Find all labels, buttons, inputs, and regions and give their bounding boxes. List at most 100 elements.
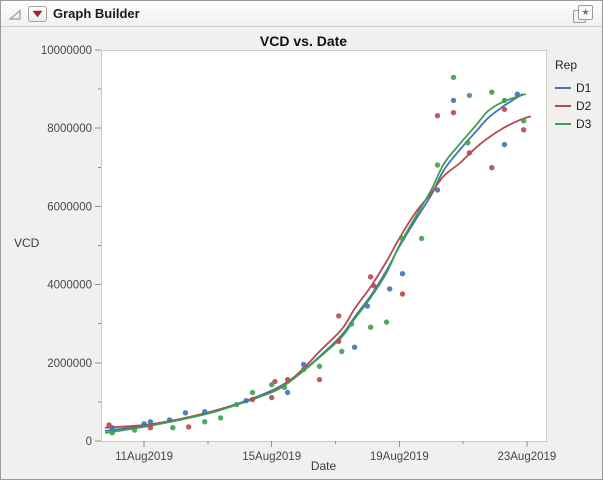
data-point-D2[interactable] <box>521 127 527 133</box>
points-D1 <box>109 91 520 431</box>
data-point-D3[interactable] <box>367 324 374 330</box>
data-point-D1[interactable] <box>300 361 307 368</box>
data-point-D2[interactable] <box>371 283 377 289</box>
scatter-points <box>106 74 527 436</box>
data-point-D2[interactable] <box>466 150 473 156</box>
x-tick-label: 15Aug2019 <box>242 451 301 463</box>
data-point-D1[interactable] <box>364 303 371 309</box>
data-point-D3[interactable] <box>170 425 176 431</box>
data-point-D3[interactable] <box>489 89 495 95</box>
data-point-D2[interactable] <box>316 376 323 383</box>
legend-line-D3 <box>555 123 571 125</box>
window-title: Graph Builder <box>53 6 140 21</box>
data-point-D1[interactable] <box>450 97 457 104</box>
red-triangle-menu-button[interactable] <box>28 5 47 22</box>
data-point-D1[interactable] <box>434 187 441 193</box>
data-point-D1[interactable] <box>351 344 358 350</box>
combine-windows-icon[interactable]: ★ <box>571 4 595 23</box>
y-axis-label: VCD <box>14 236 40 250</box>
data-point-D2[interactable] <box>269 394 275 401</box>
y-tick-label: 8000000 <box>47 123 92 135</box>
x-axis-ticks: 11Aug2019 15Aug2019 19Aug2019 23Aug2019 <box>115 441 556 463</box>
legend-label: D2 <box>576 99 592 113</box>
data-point-D1[interactable] <box>182 410 189 416</box>
data-point-D3[interactable] <box>109 430 115 436</box>
legend-item-D1[interactable]: D1 <box>555 81 591 95</box>
legend: Rep D1 D2 D3 <box>555 58 591 135</box>
data-point-D1[interactable] <box>387 286 393 292</box>
data-point-D2[interactable] <box>336 313 342 319</box>
data-point-D1[interactable] <box>202 409 208 415</box>
plot-area <box>101 50 547 442</box>
legend-item-D3[interactable]: D3 <box>555 117 591 131</box>
data-point-D2[interactable] <box>284 376 291 383</box>
graph-area: 11Aug2019 15Aug2019 19Aug2019 23Aug2019 0 200… <box>1 27 602 479</box>
data-point-D3[interactable] <box>466 92 473 99</box>
data-point-D2[interactable] <box>399 291 406 297</box>
y-tick-label: 4000000 <box>47 280 92 292</box>
data-point-D3[interactable] <box>465 140 471 146</box>
data-point-D3[interactable] <box>399 235 406 242</box>
data-point-D3[interactable] <box>316 363 323 369</box>
data-point-D2[interactable] <box>450 109 457 116</box>
disclosure-triangle-icon[interactable] <box>8 7 22 21</box>
y-tick-label: 0 <box>86 436 92 448</box>
data-point-D1[interactable] <box>166 417 173 423</box>
data-point-D3[interactable] <box>269 382 275 388</box>
legend-label: D1 <box>576 81 592 95</box>
data-point-D1[interactable] <box>399 271 406 277</box>
data-point-D3[interactable] <box>348 321 355 327</box>
front-window-glyph: ★ <box>578 4 593 20</box>
data-point-D2[interactable] <box>434 113 441 119</box>
data-point-D3[interactable] <box>418 235 425 242</box>
data-point-D1[interactable] <box>147 419 154 425</box>
data-point-D3[interactable] <box>434 162 441 168</box>
data-point-D3[interactable] <box>300 366 307 373</box>
data-point-D2[interactable] <box>106 422 112 428</box>
title-bar: Graph Builder ★ <box>1 1 602 27</box>
legend-line-D2 <box>555 105 571 107</box>
data-point-D1[interactable] <box>514 91 520 97</box>
data-point-D3[interactable] <box>450 74 457 81</box>
legend-line-D1 <box>555 87 571 89</box>
data-point-D1[interactable] <box>243 398 249 404</box>
data-point-D2[interactable] <box>489 165 495 171</box>
data-point-D3[interactable] <box>249 389 256 396</box>
star-icon: ★ <box>581 6 590 17</box>
data-point-D2[interactable] <box>249 396 256 403</box>
data-point-D2[interactable] <box>147 425 154 431</box>
x-tick-label: 23Aug2019 <box>497 451 556 463</box>
smoother-curves <box>104 93 531 434</box>
y-tick-label: 6000000 <box>47 201 92 213</box>
data-point-D3[interactable] <box>202 419 208 425</box>
chart-title: VCD vs. Date <box>259 33 348 49</box>
legend-item-D2[interactable]: D2 <box>555 99 591 113</box>
data-point-D3[interactable] <box>131 427 138 433</box>
plot-svg: 11Aug2019 15Aug2019 19Aug2019 23Aug2019 0 200… <box>41 45 556 463</box>
red-triangle-icon <box>32 10 43 17</box>
y-axis-ticks: 0 2000000 4000000 6000000 8000000 10000000 <box>41 45 101 448</box>
data-point-D3[interactable] <box>233 401 240 408</box>
data-point-D2[interactable] <box>501 106 508 113</box>
legend-title: Rep <box>555 58 578 72</box>
data-point-D2[interactable] <box>186 424 192 430</box>
x-tick-label: 19Aug2019 <box>370 451 429 463</box>
legend-label: D3 <box>576 117 592 131</box>
data-point-D2[interactable] <box>367 274 374 280</box>
legend-items: D1 D2 D3 <box>555 81 591 131</box>
points-D3 <box>109 74 527 436</box>
y-tick-label: 10000000 <box>41 45 92 57</box>
x-axis-label: Date <box>310 459 337 473</box>
data-point-D3[interactable] <box>339 348 345 355</box>
data-point-D2[interactable] <box>336 338 342 344</box>
data-point-D3[interactable] <box>281 384 288 391</box>
data-point-D3[interactable] <box>217 415 224 421</box>
data-point-D3[interactable] <box>501 97 508 104</box>
data-point-D1[interactable] <box>141 421 147 427</box>
data-point-D3[interactable] <box>383 319 390 325</box>
data-point-D3[interactable] <box>521 118 527 124</box>
data-point-D1[interactable] <box>501 141 508 148</box>
y-tick-label: 2000000 <box>47 358 92 370</box>
data-point-D1[interactable] <box>284 389 291 396</box>
